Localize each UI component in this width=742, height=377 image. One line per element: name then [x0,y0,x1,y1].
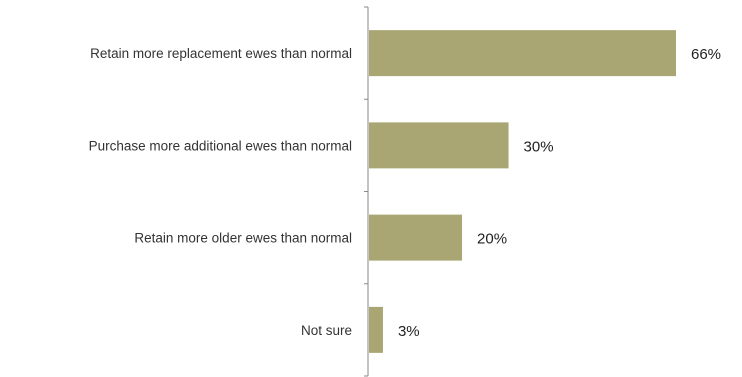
value-label: 66% [691,46,721,63]
bar [369,214,463,261]
category-label: Purchase more additional ewes than norma… [89,138,352,153]
category-label: Not sure [301,323,352,338]
category-label: Retain more older ewes than normal [134,231,352,246]
value-label: 30% [524,138,554,155]
bar [369,30,676,77]
bar [369,122,509,169]
bar [369,306,383,353]
category-labels: Retain more replacement ewes than normal… [89,46,352,338]
value-label: 20% [477,231,507,248]
category-label: Retain more replacement ewes than normal [90,46,352,61]
category-axis [364,6,369,377]
value-labels: 66% 30% 20% 3% [398,46,721,340]
bars-group [369,30,676,353]
value-label: 3% [398,323,420,340]
